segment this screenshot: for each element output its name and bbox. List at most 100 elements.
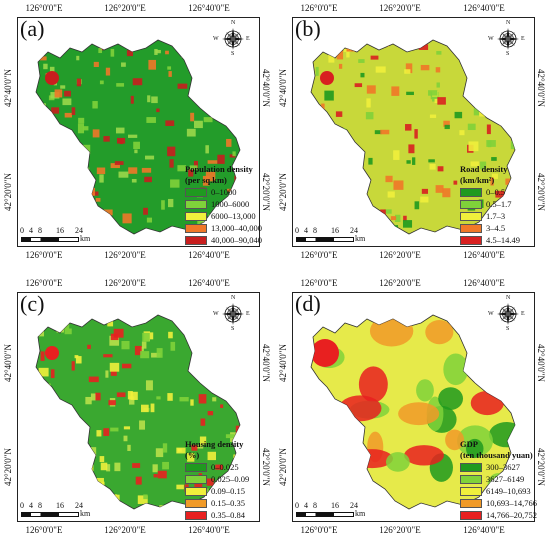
legend-item: 13,000–40,000 bbox=[185, 222, 262, 234]
map-graphic bbox=[310, 314, 516, 510]
map-region-patch bbox=[75, 356, 82, 364]
scale-tick-label: 8 bbox=[38, 501, 42, 510]
map-region-patch bbox=[103, 354, 113, 358]
legend-item: 3–4.5 bbox=[460, 222, 520, 234]
map-region-patch bbox=[121, 62, 126, 67]
map-region-patch bbox=[155, 448, 164, 458]
scale-unit: km bbox=[355, 234, 366, 243]
map-region-patch bbox=[110, 48, 115, 57]
map-region-patch bbox=[505, 178, 511, 185]
map-region-patch bbox=[100, 462, 108, 471]
map-region-patch bbox=[148, 59, 156, 70]
map-region-patch bbox=[200, 345, 210, 353]
map-region-patch bbox=[143, 494, 148, 500]
scale-unit: km bbox=[80, 509, 91, 518]
map-region-patch bbox=[106, 464, 111, 472]
latitude-label-left: 42°40'0"N bbox=[278, 344, 288, 382]
map-region-patch bbox=[167, 393, 173, 401]
scale-bar-graphic bbox=[296, 237, 354, 242]
map-region-patch bbox=[429, 164, 436, 170]
map-region-patch bbox=[225, 434, 235, 439]
scale-tick-label: 0 bbox=[295, 226, 299, 235]
map-region-patch bbox=[370, 55, 379, 60]
map-region-patch bbox=[110, 370, 117, 376]
map-region-patch bbox=[193, 120, 203, 129]
scale-tick-label: 8 bbox=[313, 226, 317, 235]
map-region-patch bbox=[385, 452, 410, 472]
map-region-patch bbox=[54, 89, 63, 98]
map-region-patch bbox=[421, 188, 429, 194]
map-legend: GDP (ten thousand yuan) 300–3627 3627–6149 6… bbox=[460, 439, 537, 521]
map-region-patch bbox=[108, 400, 116, 406]
scale-tick-label: 8 bbox=[313, 501, 317, 510]
longitude-label-bottom: 126°20'0"E bbox=[104, 250, 146, 260]
longitude-label-top: 126°20'0"E bbox=[379, 278, 421, 288]
map-region-patch bbox=[62, 98, 72, 106]
map-region-patch bbox=[420, 64, 430, 71]
map-region-patch bbox=[466, 54, 470, 62]
legend-swatch bbox=[185, 199, 207, 209]
map-region-patch bbox=[205, 145, 209, 154]
map-region-patch bbox=[398, 402, 440, 426]
longitude-label-top: 126°0'0"E bbox=[25, 3, 63, 13]
longitude-label-top: 126°40'0"E bbox=[188, 3, 230, 13]
map-region-patch bbox=[95, 197, 101, 202]
latitude-label-left: 42°20'0"N bbox=[278, 173, 288, 211]
legend-item: 0.025–0.09 bbox=[185, 473, 249, 485]
scale-tick-label: 24 bbox=[350, 226, 358, 235]
map-region-patch bbox=[198, 394, 207, 404]
legend-swatch bbox=[460, 474, 482, 484]
map-region-patch bbox=[199, 436, 207, 445]
legend-swatch bbox=[460, 199, 482, 209]
map-region-patch bbox=[109, 362, 120, 372]
map-region-patch bbox=[152, 464, 158, 473]
map-region-patch bbox=[76, 420, 81, 426]
map-region-patch bbox=[206, 478, 214, 486]
map-region-patch bbox=[414, 201, 420, 210]
map-region-patch bbox=[465, 438, 484, 459]
map-region-patch bbox=[210, 83, 215, 91]
map-region-patch bbox=[321, 200, 331, 208]
map-region-patch bbox=[99, 456, 105, 463]
map-region-patch bbox=[232, 76, 238, 82]
legend-label: 300–3627 bbox=[486, 462, 520, 472]
longitude-label-bottom: 126°40'0"E bbox=[463, 525, 505, 535]
map-region-patch bbox=[177, 165, 187, 172]
north-arrow-icon: N S E W bbox=[213, 20, 250, 57]
map-region-patch bbox=[87, 344, 91, 349]
legend-swatch bbox=[460, 498, 482, 508]
map-region-patch bbox=[92, 101, 98, 109]
map-region-patch bbox=[71, 484, 78, 494]
map-region-patch bbox=[77, 123, 85, 134]
map-region-patch bbox=[315, 66, 319, 76]
longitude-label-top: 126°20'0"E bbox=[379, 3, 421, 13]
map-region-patch bbox=[51, 107, 60, 114]
map-region-patch bbox=[123, 426, 131, 430]
map-region-patch bbox=[511, 57, 515, 61]
longitude-label-bottom: 126°20'0"E bbox=[379, 525, 421, 535]
map-region-patch bbox=[365, 112, 374, 120]
map-region-patch bbox=[60, 185, 68, 191]
legend-swatch bbox=[460, 223, 482, 233]
legend-swatch bbox=[460, 462, 482, 472]
map-region-patch bbox=[499, 108, 504, 115]
map-region-patch bbox=[435, 185, 444, 193]
map-panel-b: 126°0'0"E 126°20'0"E 126°40'0"E 126°0'0"E 12… bbox=[275, 0, 550, 274]
legend-swatch bbox=[185, 510, 207, 520]
map-region-patch bbox=[404, 69, 411, 74]
legend-label: 0.5–1.7 bbox=[486, 199, 512, 209]
map-region-patch bbox=[436, 82, 440, 88]
map-region-patch bbox=[345, 160, 350, 165]
map-region-patch bbox=[150, 403, 155, 413]
longitude-label-bottom: 126°40'0"E bbox=[463, 250, 505, 260]
map-region-patch bbox=[438, 387, 464, 410]
map-region-patch bbox=[133, 141, 140, 150]
map-region-patch bbox=[205, 171, 216, 182]
legend-item: 3627–6149 bbox=[460, 473, 537, 485]
map-region-patch bbox=[380, 129, 390, 135]
map-region-patch bbox=[109, 335, 120, 346]
map-region-patch bbox=[486, 140, 496, 147]
map-region-patch bbox=[316, 118, 323, 122]
map-region-patch bbox=[510, 141, 515, 150]
legend-title: (km/km²) bbox=[460, 175, 495, 185]
